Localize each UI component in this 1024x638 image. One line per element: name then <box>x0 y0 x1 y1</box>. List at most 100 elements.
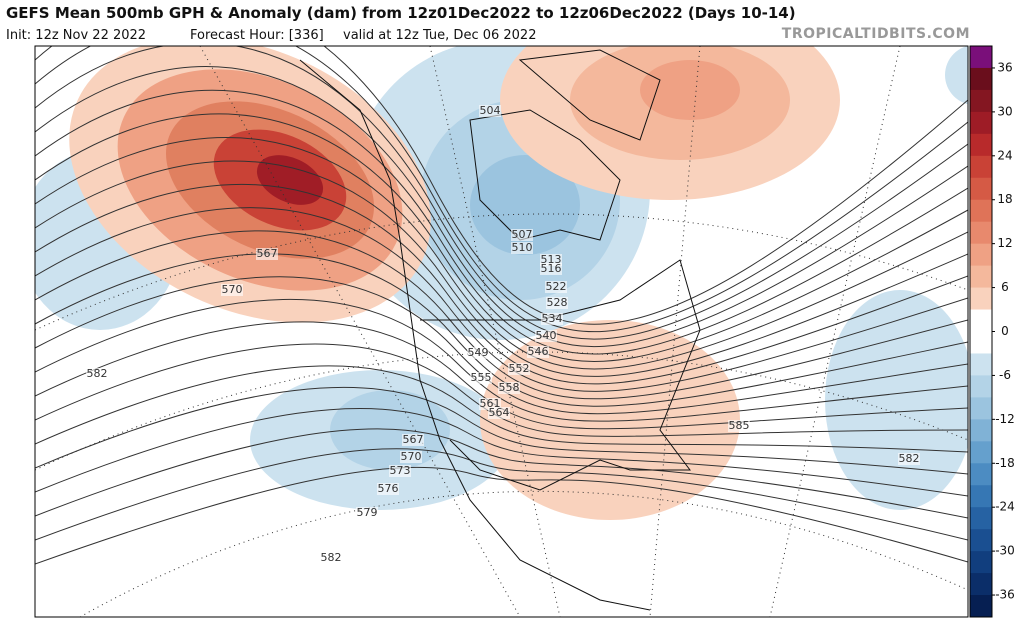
contour-line <box>35 253 968 407</box>
contour-label-bg <box>540 263 562 275</box>
contour-label-bg <box>728 420 750 432</box>
colorbar-segment <box>970 463 992 486</box>
colorbar-segment <box>970 177 992 201</box>
colorbar-label: -6 <box>999 368 1011 382</box>
colorbar-segment <box>970 221 992 245</box>
colorbar-label: -30 <box>995 544 1015 558</box>
colorbar-segment <box>970 265 992 289</box>
contour-label: 582 <box>87 367 108 380</box>
contour-label-bg <box>356 507 378 519</box>
contour-line <box>35 321 968 430</box>
colorbar-segment <box>970 287 992 311</box>
contour-label: 567 <box>403 433 424 446</box>
contour-label: 510 <box>512 241 533 254</box>
colorbar-label: -18 <box>995 456 1015 470</box>
contour-label: 549 <box>468 346 489 359</box>
contour-label: 558 <box>499 381 520 394</box>
colorbar-segment <box>970 529 992 552</box>
colorbar-label: 12 <box>997 236 1012 250</box>
graticule <box>35 46 968 617</box>
contour-label: 552 <box>509 362 530 375</box>
colorbar-segment <box>970 441 992 464</box>
contour-label-bg <box>508 363 530 375</box>
contour-label-bg <box>470 372 492 384</box>
contour-label-bg <box>898 453 920 465</box>
colorbar-frame <box>969 45 993 618</box>
coastlines <box>299 49 701 611</box>
contour-line <box>35 46 968 325</box>
contour-label: 567 <box>257 247 278 260</box>
contour-line <box>35 466 968 565</box>
contour-label: 555 <box>471 371 492 384</box>
contour-label: 573 <box>390 464 411 477</box>
contour-label: 522 <box>546 280 567 293</box>
colorbar-label: 30 <box>997 104 1012 118</box>
contour-label: 507 <box>512 228 533 241</box>
colorbar: 36 30 24 18 12 6 0 -6 -12 -18 -24 -30 -36 <box>969 45 1015 618</box>
contour-label-bg <box>545 281 567 293</box>
contour-label-bg <box>488 407 510 419</box>
valid-time: valid at 12z Tue, Dec 06 2022 <box>343 28 536 43</box>
contour-line <box>35 137 968 370</box>
colorbar-segment <box>970 573 992 596</box>
colorbar-segment <box>970 419 992 442</box>
colorbar-segment <box>970 507 992 530</box>
colorbar-label: 18 <box>997 192 1012 206</box>
contour-line <box>35 46 968 333</box>
contour-label-bg <box>479 105 501 117</box>
contour-label-bg <box>511 242 533 254</box>
colorbar-segment <box>970 67 992 91</box>
colorbar-label: 0 <box>1001 324 1009 338</box>
colorbar-segment <box>970 375 992 398</box>
contour-label: 564 <box>489 406 510 419</box>
title: GEFS Mean 500mb GPH & Anomaly (dam) from… <box>6 4 796 22</box>
contour-label-bg <box>400 451 422 463</box>
contour-line <box>35 365 968 453</box>
contour-line <box>35 66 968 348</box>
colorbar-label: -12 <box>995 412 1015 426</box>
contour-label-bg <box>498 382 520 394</box>
colorbar-segment <box>970 111 992 135</box>
contour-label-bg <box>527 346 549 358</box>
contour-label: 570 <box>401 450 422 463</box>
colorbar-label: 36 <box>997 60 1012 74</box>
colorbar-segment <box>970 155 992 179</box>
colorbar-segment <box>970 46 992 69</box>
contour-line <box>35 89 968 355</box>
contour-label: 534 <box>542 312 563 325</box>
contour-label-bg <box>535 330 557 342</box>
contour-line <box>35 386 968 475</box>
contour-line <box>35 343 968 437</box>
contour-line <box>35 183 968 385</box>
colorbar-label: 6 <box>1001 280 1009 294</box>
colorbar-segment <box>970 551 992 574</box>
contour-label: 513 <box>541 253 562 266</box>
contour-label: 576 <box>378 482 399 495</box>
colorbar-segment <box>970 243 992 267</box>
contour-label: 528 <box>547 296 568 309</box>
contour-line <box>35 207 968 392</box>
contour-label-bg <box>511 229 533 241</box>
contour-label-bg <box>402 434 424 446</box>
colorbar-segment <box>970 485 992 508</box>
contour-label-bg <box>377 483 399 495</box>
contour-label: 504 <box>480 104 501 117</box>
contour-label: 579 <box>357 506 378 519</box>
contour-line <box>35 46 968 340</box>
contour-label: 516 <box>541 262 562 275</box>
init-time: Init: 12z Nov 22 2022 <box>6 28 146 43</box>
colorbar-segment <box>970 89 992 113</box>
contour-label-bg <box>320 552 342 564</box>
contour-label-bg <box>546 297 568 309</box>
colorbar-label: 24 <box>997 148 1012 162</box>
colorbar-segment <box>970 133 992 157</box>
contour-line <box>35 113 968 362</box>
contour-label: 582 <box>321 551 342 564</box>
colorbar-label: -24 <box>995 500 1015 514</box>
contour-label-bg <box>541 313 563 325</box>
contour-label: 540 <box>536 329 557 342</box>
colorbar-segment <box>970 595 992 618</box>
contour-label: 570 <box>222 283 243 296</box>
